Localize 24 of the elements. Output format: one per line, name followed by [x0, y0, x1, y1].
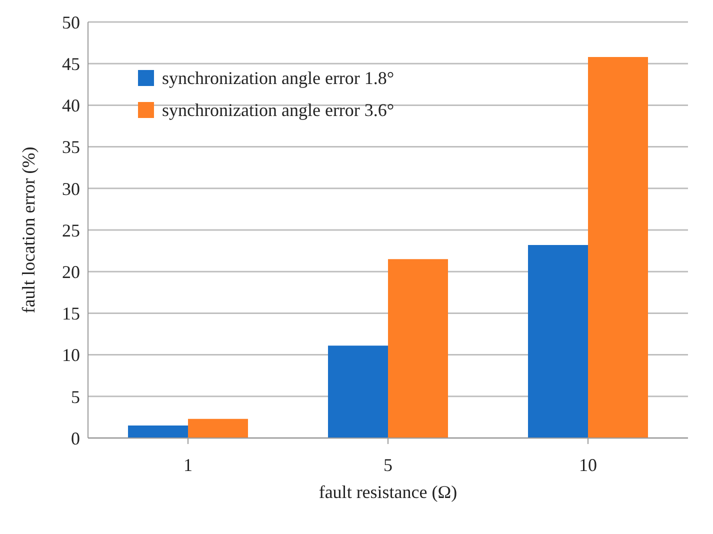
- y-tick-label: 35: [62, 137, 80, 158]
- bar: [328, 346, 388, 438]
- y-tick-label: 5: [71, 386, 80, 407]
- y-tick-label: 30: [62, 178, 80, 199]
- y-axis-title: fault location error (%): [18, 146, 38, 314]
- legend-label: synchronization angle error 1.8°: [162, 68, 394, 88]
- x-axis-title: fault resistance (Ω): [318, 482, 458, 502]
- bar: [588, 56, 648, 438]
- y-tick-label: 45: [62, 54, 80, 74]
- legend-label: synchronization angle error 3.6°: [162, 100, 394, 120]
- bar: [128, 426, 188, 438]
- x-tick-label: 1: [184, 454, 192, 475]
- y-tick-label: 15: [62, 304, 80, 324]
- y-tick-label: 40: [62, 96, 80, 116]
- y-tick-label: 10: [62, 345, 80, 366]
- x-tick-label: 5: [384, 454, 392, 475]
- x-tick-label: 10: [579, 454, 597, 475]
- y-tick-label: 25: [62, 220, 80, 240]
- y-tick-label: 0: [71, 428, 80, 448]
- y-tick-label: 20: [62, 262, 80, 282]
- bar: [188, 418, 248, 438]
- bar: [388, 259, 448, 438]
- bar: [528, 244, 588, 438]
- y-tick-label: 50: [62, 12, 80, 32]
